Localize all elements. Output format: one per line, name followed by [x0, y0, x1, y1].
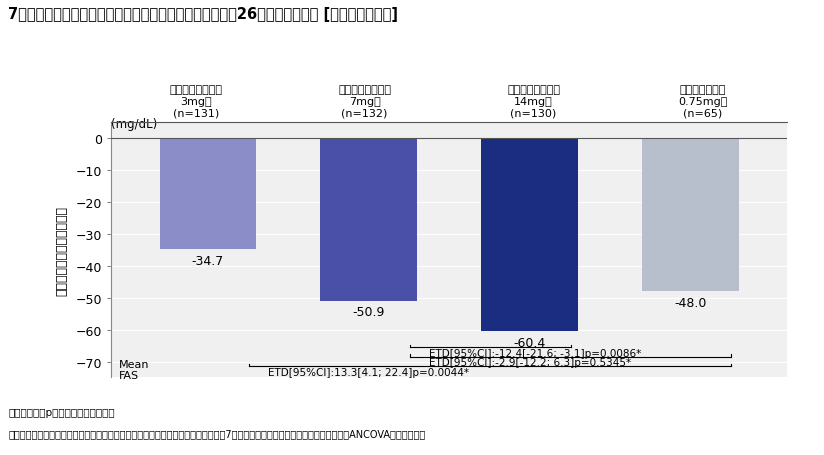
Bar	[642, 139, 738, 292]
Text: ETD[95%CI]:13.3[4.1; 22.4]p=0.0044*: ETD[95%CI]:13.3[4.1; 22.4]p=0.0044*	[268, 367, 469, 377]
Text: ETD[95%CI]:-12.4[-21.6; -3.1]p=0.0086*: ETD[95%CI]:-12.4[-21.6; -3.1]p=0.0086*	[429, 348, 641, 358]
Text: 投与群及び層別因子（前治療の経口糖尿病薬の種類）を固定効果、ベースラインの7点血糖値プロファイルの平均を共変量としたANCOVAモデルで解析: 投与群及び層別因子（前治療の経口糖尿病薬の種類）を固定効果、ベースラインの7点血…	[8, 429, 425, 439]
Text: 7点血糖値プロファイルの平均のベースラインから投与後26週までの変化量 [副次的評価項目]: 7点血糖値プロファイルの平均のベースラインから投与後26週までの変化量 [副次的…	[8, 7, 398, 22]
Text: -60.4: -60.4	[513, 336, 545, 349]
Text: デュラグルチド
0.75mg群
(n=65): デュラグルチド 0.75mg群 (n=65)	[678, 85, 727, 118]
Bar	[481, 139, 578, 331]
Text: -48.0: -48.0	[674, 297, 707, 309]
Bar	[160, 139, 256, 249]
Bar	[321, 139, 417, 301]
Text: 経口セマグルチド
3mg群
(n=131): 経口セマグルチド 3mg群 (n=131)	[169, 85, 222, 118]
Text: ＊：名目上のp値、多重性の調整なし: ＊：名目上のp値、多重性の調整なし	[8, 407, 115, 417]
Y-axis label: ベースラインからの変化量: ベースラインからの変化量	[56, 205, 68, 295]
Text: 経口セマグルチド
7mg群
(n=132): 経口セマグルチド 7mg群 (n=132)	[338, 85, 391, 118]
Text: (mg/dL): (mg/dL)	[111, 118, 157, 131]
Text: ETD[95%CI]:-2.9[-12.2; 6.3]p=0.5345*: ETD[95%CI]:-2.9[-12.2; 6.3]p=0.5345*	[429, 358, 631, 368]
Text: Mean
FAS: Mean FAS	[119, 359, 150, 380]
Text: 経口セマグルチド
14mg群
(n=130): 経口セマグルチド 14mg群 (n=130)	[507, 85, 560, 118]
Text: -50.9: -50.9	[353, 306, 385, 318]
Text: -34.7: -34.7	[192, 254, 224, 267]
